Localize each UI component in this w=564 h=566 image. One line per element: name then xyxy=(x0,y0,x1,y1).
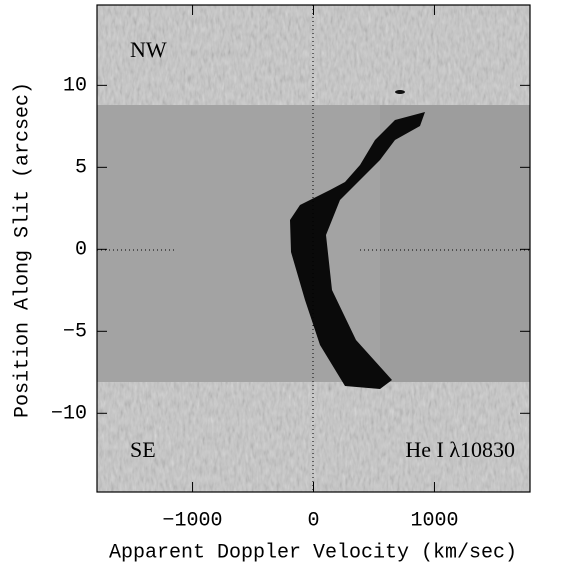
x-tick-label: −1000 xyxy=(163,509,223,532)
emission-spot xyxy=(395,90,405,94)
x-axis-label: Apparent Doppler Velocity (km/sec) xyxy=(109,541,517,564)
annotation: He I λ10830 xyxy=(405,437,515,462)
shading xyxy=(380,105,530,382)
annotation: NW xyxy=(130,37,167,62)
y-tick-label: −5 xyxy=(63,321,87,344)
y-tick-label: 10 xyxy=(63,75,87,98)
x-tick-label: 1000 xyxy=(410,509,458,532)
y-tick-label: 0 xyxy=(75,239,87,262)
emission xyxy=(290,112,425,389)
image xyxy=(97,5,530,492)
y-axis-label: Position Along Slit (arcsec) xyxy=(11,82,34,418)
x-tick-label: 0 xyxy=(307,509,319,532)
y-tick-label: 5 xyxy=(75,157,87,180)
annotation: SE xyxy=(130,437,156,462)
y-tick-label: −10 xyxy=(51,403,87,426)
